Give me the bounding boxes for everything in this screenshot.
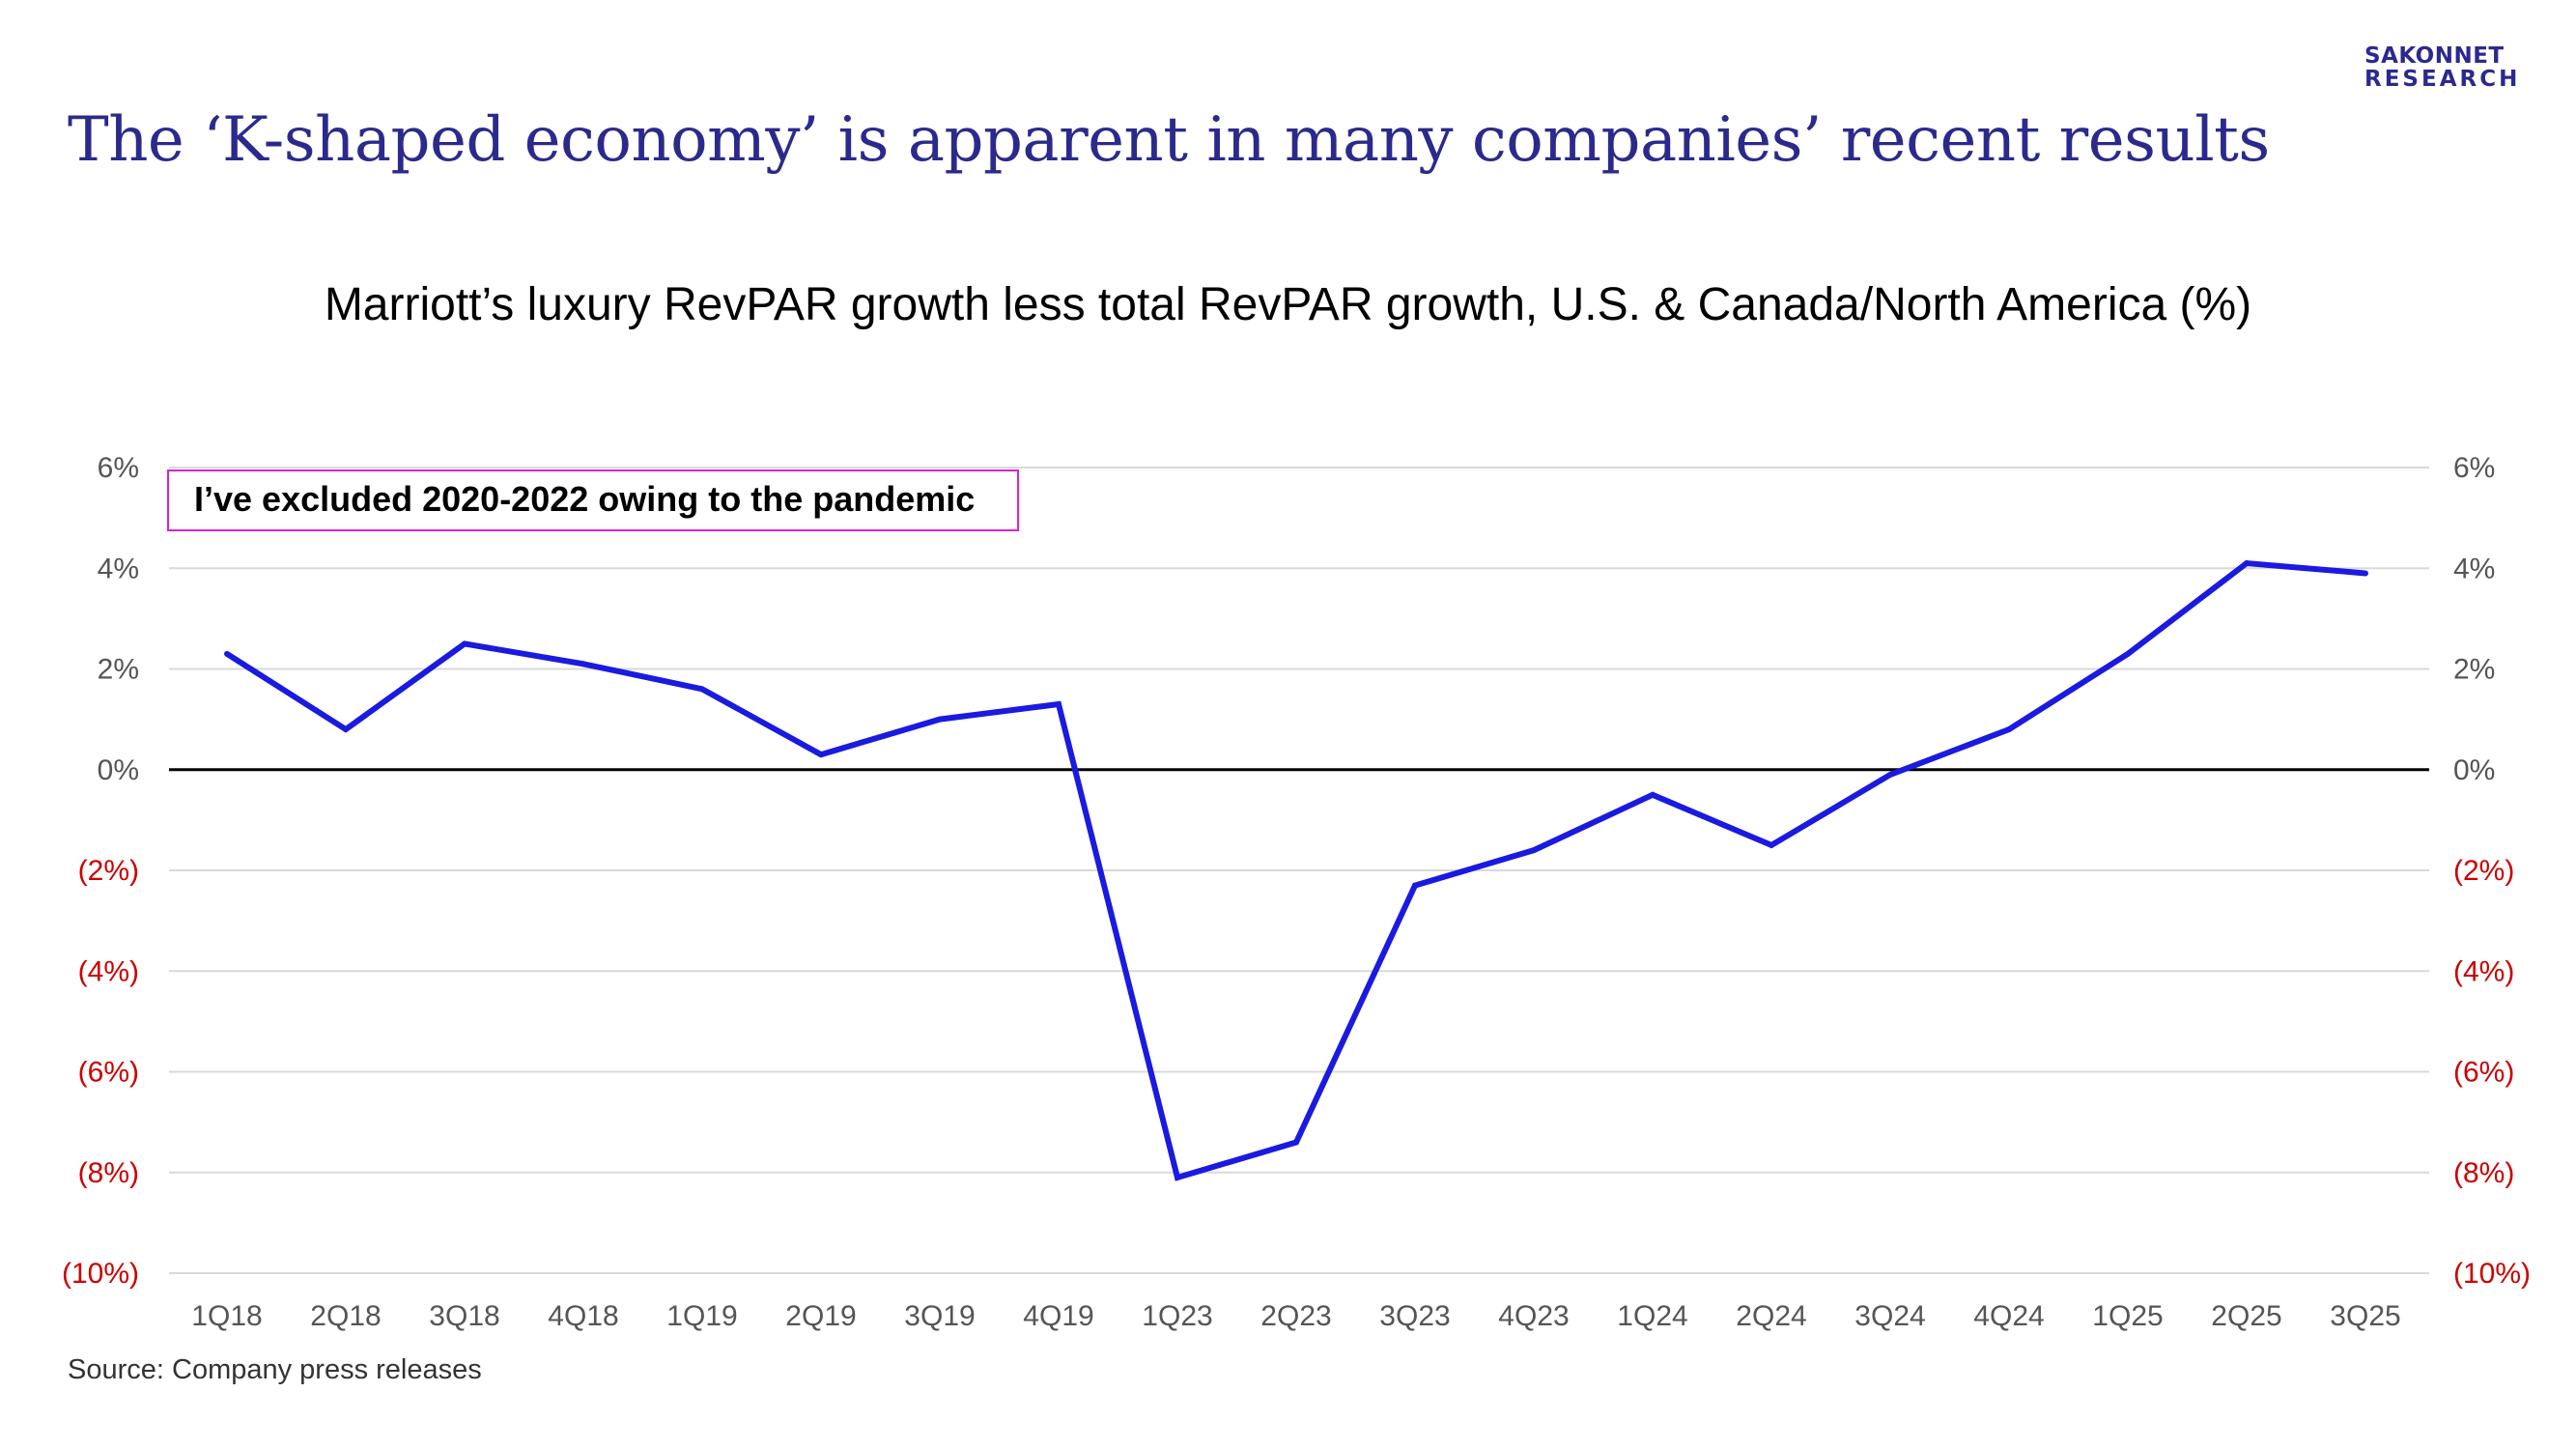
right-y-tick-label: 0% [2453, 754, 2495, 786]
left-y-axis: 6% 4% 2% 0% (2%) (4%) (6%) (8%) (10%) [62, 452, 139, 1290]
slide-title: The ‘K-shaped economy’ is apparent in ma… [68, 104, 2270, 176]
x-tick-label: 4Q24 [1973, 1300, 2044, 1332]
data-point [2363, 570, 2368, 577]
source-note: Source: Company press releases [68, 1354, 482, 1385]
x-tick-label: 3Q23 [1379, 1300, 1450, 1332]
chart-title: Marriott’s luxury RevPAR growth less tot… [324, 279, 2252, 330]
x-tick-label: 1Q25 [2092, 1300, 2163, 1332]
data-point [1650, 791, 1656, 798]
left-y-tick-label: 4% [98, 553, 139, 584]
logo-line-2: RESEARCH [2364, 67, 2521, 92]
logo-line-1: SAKONNET [2364, 43, 2505, 69]
data-point [224, 650, 230, 657]
left-y-tick-label: 6% [98, 452, 139, 484]
data-point [1175, 1174, 1180, 1180]
x-tick-label: 2Q25 [2211, 1300, 2281, 1332]
left-y-tick-label: 0% [98, 754, 139, 786]
data-point [1769, 841, 1774, 848]
x-tick-label: 2Q18 [310, 1300, 381, 1332]
data-point [1887, 771, 1893, 778]
left-y-tick-label: (6%) [78, 1057, 139, 1089]
right-y-tick-label: (10%) [2453, 1258, 2531, 1290]
x-tick-label: 3Q19 [904, 1300, 975, 1332]
x-tick-label: 1Q23 [1142, 1300, 1212, 1332]
data-point [1293, 1139, 1299, 1146]
right-y-tick-label: (4%) [2453, 955, 2514, 987]
left-y-tick-label: (2%) [78, 855, 139, 887]
x-tick-label: 1Q24 [1617, 1300, 1687, 1332]
x-tick-label: 1Q18 [191, 1300, 262, 1332]
data-point [818, 752, 824, 758]
data-point [580, 661, 586, 668]
data-point [1056, 700, 1062, 707]
data-point [462, 640, 467, 647]
x-tick-label: 3Q18 [429, 1300, 499, 1332]
x-tick-label: 4Q18 [548, 1300, 618, 1332]
x-tick-label: 3Q25 [2330, 1300, 2400, 1332]
right-y-tick-label: 4% [2453, 553, 2495, 584]
x-tick-label: 2Q24 [1736, 1300, 1806, 1332]
x-tick-label: 2Q23 [1260, 1300, 1331, 1332]
data-point [343, 726, 349, 733]
x-tick-label: 2Q19 [785, 1300, 856, 1332]
left-y-tick-label: 2% [98, 654, 139, 686]
x-tick-label: 4Q23 [1498, 1300, 1569, 1332]
series-layer [224, 559, 2368, 1181]
left-y-tick-label: (4%) [78, 955, 139, 987]
data-point [1531, 847, 1537, 854]
left-y-tick-label: (10%) [62, 1258, 139, 1290]
right-y-tick-label: 2% [2453, 654, 2495, 686]
right-y-tick-label: (6%) [2453, 1057, 2514, 1089]
data-point [699, 686, 705, 693]
right-y-tick-label: (8%) [2453, 1157, 2514, 1189]
right-y-tick-label: 6% [2453, 452, 2495, 484]
right-y-axis: 6% 4% 2% 0% (2%) (4%) (6%) (8%) (10%) [2453, 452, 2531, 1290]
grid-lines [169, 467, 2429, 1274]
data-point [937, 716, 943, 723]
data-point [2244, 560, 2250, 567]
data-point [2006, 726, 2012, 733]
x-axis: 1Q18 2Q18 3Q18 4Q18 1Q19 2Q19 3Q19 4Q19 1Q23 2Q23… [191, 1300, 2400, 1332]
left-y-tick-label: (8%) [78, 1157, 139, 1189]
right-y-tick-label: (2%) [2453, 855, 2514, 887]
company-logo: SAKONNET RESEARCH [2364, 43, 2521, 92]
annotation-box: I’ve excluded 2020-2022 owing to the pan… [167, 469, 1019, 531]
data-point [1412, 882, 1418, 889]
x-tick-label: 1Q19 [666, 1300, 737, 1332]
x-tick-label: 4Q19 [1023, 1300, 1093, 1332]
x-tick-label: 3Q24 [1854, 1300, 1925, 1332]
data-point [2125, 650, 2131, 657]
